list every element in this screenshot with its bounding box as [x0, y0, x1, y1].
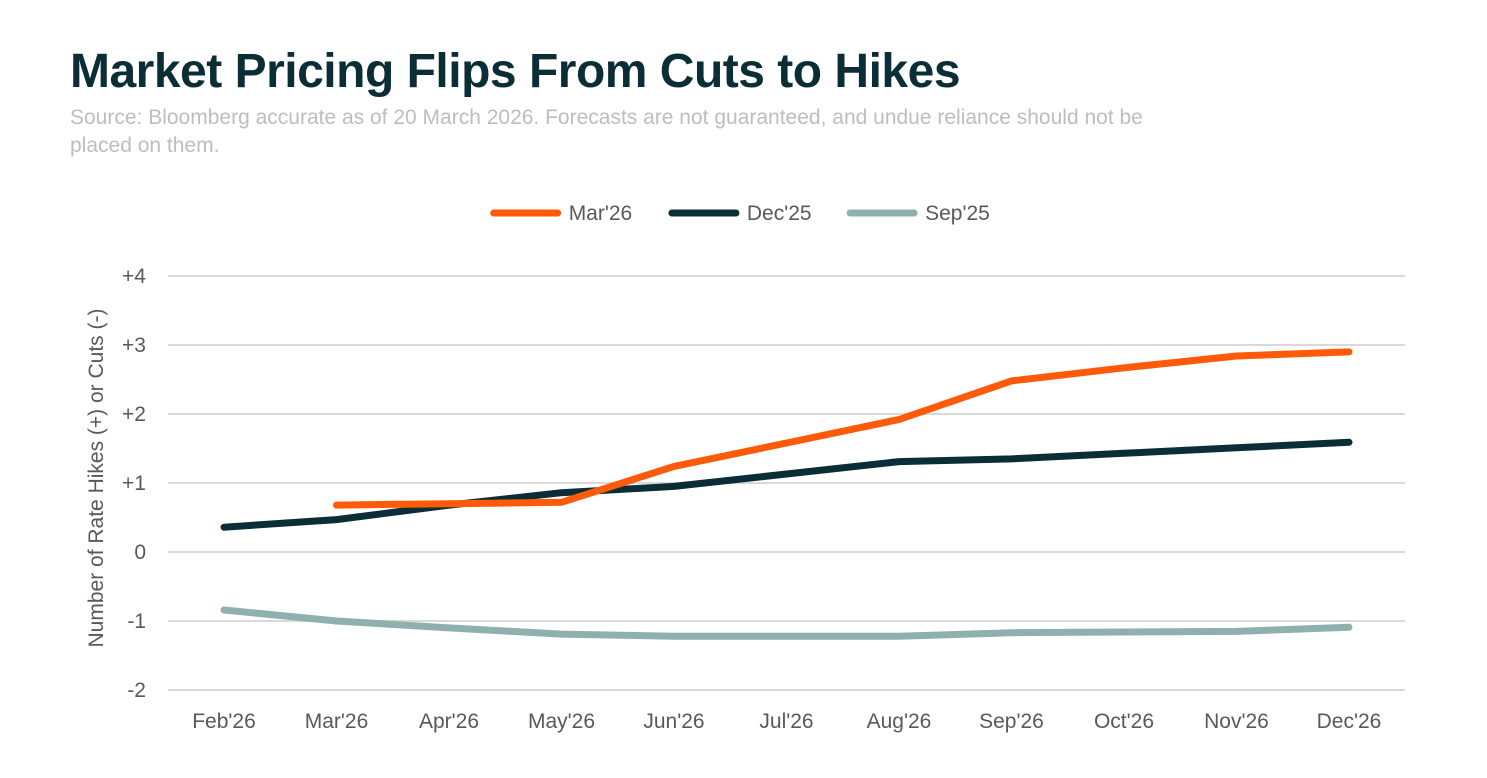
x-tick-label: May'26 [528, 710, 595, 733]
x-tick-label: Oct'26 [1094, 710, 1154, 733]
x-tick-label: Dec'26 [1317, 710, 1382, 733]
series-line [333, 348, 1353, 509]
x-tick-label: Nov'26 [1204, 710, 1269, 733]
y-axis-label: Number of Rate Hikes (+) or Cuts (-) [85, 309, 108, 648]
legend-label: Sep'25 [925, 202, 990, 225]
x-tick-label: Jul'26 [759, 710, 813, 733]
legend: Mar'26 Dec'25 Sep'25 [490, 202, 990, 225]
y-tick-label: +4 [122, 265, 146, 288]
gridlines [168, 275, 1405, 691]
y-tick-label: -1 [127, 610, 146, 633]
x-tick-label: Mar'26 [305, 710, 369, 733]
x-tick-label: Apr'26 [419, 710, 479, 733]
y-axis-ticks: +4 +3 +2 +1 0 -1 -2 [122, 265, 146, 702]
x-axis-ticks: Feb'26 Mar'26 Apr'26 May'26 Jun'26 Jul'26 Aug'… [192, 710, 1381, 733]
y-tick-label: -2 [127, 679, 146, 702]
series-line [220, 606, 1353, 640]
chart-title: Market Pricing Flips From Cuts to Hikes [70, 45, 961, 98]
legend-label: Mar'26 [569, 202, 633, 225]
x-tick-label: Aug'26 [867, 710, 932, 733]
series-lines [220, 348, 1353, 640]
y-tick-label: 0 [134, 541, 146, 564]
x-tick-label: Feb'26 [192, 710, 256, 733]
legend-label: Dec'25 [747, 202, 812, 225]
y-tick-label: +3 [122, 334, 146, 357]
y-tick-label: +2 [122, 403, 146, 426]
chart-subtitle: Source: Bloomberg accurate as of 20 Marc… [70, 106, 1143, 157]
x-tick-label: Jun'26 [643, 710, 704, 733]
x-tick-label: Sep'26 [979, 710, 1044, 733]
series-line [220, 438, 1353, 531]
y-tick-label: +1 [122, 472, 146, 495]
